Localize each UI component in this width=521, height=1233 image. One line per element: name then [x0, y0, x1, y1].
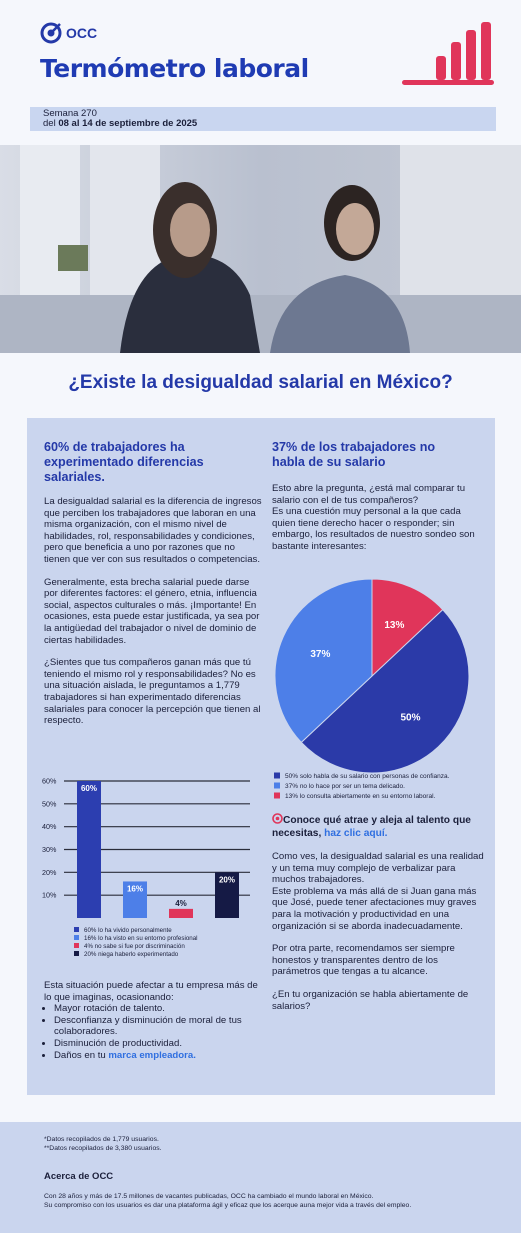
- legend-label: 4% no sabe si fue por discriminación: [84, 943, 185, 950]
- photo: [0, 145, 521, 353]
- pie-slice: [371, 578, 444, 678]
- y-tick-label: 60%: [42, 777, 57, 786]
- pie-value-label: 50%: [401, 713, 421, 724]
- legend-swatch: [274, 782, 280, 789]
- bar-value-label: 20%: [219, 875, 235, 884]
- pie-slice: [274, 578, 373, 744]
- bar: [215, 872, 239, 918]
- legend-label: 37% no lo hace por ser un tema delicado.: [285, 783, 405, 790]
- legend-swatch: [274, 792, 280, 799]
- bar-chart: 10% 20% 30% 40% 50% 60% 60% 16% 4% 20% 60% lo ha v…: [42, 777, 250, 958]
- y-tick-label: 40%: [42, 822, 57, 831]
- right-intro: Esto abre la pregunta, ¿está mal compara…: [272, 483, 484, 553]
- legend-swatch: [74, 935, 79, 940]
- cta-text: Conoce qué atrae y aleja al talento que …: [272, 815, 471, 839]
- about-title: Acerca de OCC: [44, 1171, 114, 1182]
- header-icon: [402, 22, 494, 85]
- paragraph: ¿Sientes que tus compañeros ganan más qu…: [44, 657, 261, 727]
- legend-swatch: [74, 927, 79, 932]
- footer: [0, 1122, 521, 1233]
- paragraph: Como ves, la desigualdad salarial es una…: [272, 851, 484, 886]
- pie-chart: 50% 37% 13% 50% solo habla de su salario co…: [274, 578, 470, 800]
- week: Semana 270: [43, 108, 97, 119]
- bar-value-label: 60%: [81, 784, 97, 793]
- legend-swatch: [74, 943, 79, 948]
- bar: [123, 881, 147, 918]
- paragraph: La desigualdad salarial es la diferencia…: [44, 496, 262, 565]
- legend-swatch: [74, 951, 79, 956]
- bar-value-label: 4%: [175, 899, 187, 908]
- bullet-text: Daños en tu: [54, 1049, 109, 1061]
- right-text: Como ves, la desigualdad salarial es una…: [272, 851, 484, 1012]
- bullet-list: Mayor rotación de talento. Desconfianza …: [44, 1003, 264, 1061]
- note: **Datos recopilados de 3,380 usuarios.: [44, 1145, 162, 1152]
- paragraph: Esto abre la pregunta, ¿está mal compara…: [272, 483, 466, 506]
- y-tick-label: 30%: [42, 845, 57, 854]
- headline: ¿Existe la desigualdad salarial en Méxic…: [68, 372, 453, 393]
- y-tick-label: 20%: [42, 868, 57, 877]
- bullet: Daños en tu marca empleadora.: [54, 1050, 264, 1062]
- date: del 08 al 14 de septiembre de 2025: [43, 119, 197, 129]
- pie-slice: [300, 608, 470, 774]
- paragraph: Este problema va más allá de si Juan gan…: [272, 885, 477, 932]
- left-closing: Esta situación puede afectar a tu empres…: [44, 980, 264, 1061]
- paragraph: Por otra parte, recomendamos ser siempre…: [272, 943, 455, 978]
- legend-label: 50% solo habla de su salario con persona…: [285, 773, 450, 780]
- right-heading: 37% de los trabajadores no habla de su s…: [272, 440, 436, 469]
- about-text: Con 28 años y más de 17.5 millones de va…: [44, 1192, 504, 1210]
- footer-notes: *Datos recopilados de 1,779 usuarios. **…: [44, 1135, 162, 1153]
- legend-label: 16% lo ha visto en su entorno profesiona…: [84, 935, 198, 942]
- target-icon: [272, 813, 283, 824]
- date-range: 08 al 14 de septiembre de 2025: [58, 118, 198, 129]
- bullet: Desconfianza y disminución de moral de t…: [54, 1015, 264, 1038]
- note: *Datos recopilados de 1,779 usuarios.: [44, 1136, 159, 1143]
- paragraph: Esta situación puede afectar a tu empres…: [44, 980, 258, 1003]
- cta: Conoce qué atrae y aleja al talento que …: [272, 813, 482, 840]
- pie-value-label: 13%: [384, 620, 404, 631]
- week-band: [30, 107, 496, 131]
- bullet: Mayor rotación de talento.: [54, 1003, 264, 1015]
- bar: [77, 781, 101, 918]
- legend-label: 20% niega haberlo experimentado: [84, 951, 179, 958]
- bullet: Disminución de productividad.: [54, 1038, 264, 1050]
- paragraph: ¿En tu organización se habla abiertament…: [272, 988, 469, 1012]
- bar: [169, 908, 193, 918]
- page-title: Termómetro laboral: [40, 54, 309, 83]
- brand: OCC: [66, 25, 98, 41]
- y-tick-label: 10%: [42, 891, 57, 900]
- legend-label: 13% lo consulta abiertamente en su entor…: [285, 793, 436, 800]
- paragraph: Generalmente, esta brecha salarial puede…: [44, 576, 260, 646]
- about-line: Su compromiso con los usuarios es dar un…: [44, 1202, 412, 1209]
- about-line: Con 28 años y más de 17.5 millones de va…: [44, 1193, 374, 1200]
- y-tick-label: 50%: [42, 799, 57, 808]
- logo-icon: [40, 22, 62, 44]
- left-text: La desigualdad salarial es la diferencia…: [44, 496, 262, 727]
- paragraph: Es una cuestión muy personal a la que ca…: [272, 506, 475, 552]
- bar-value-label: 16%: [127, 884, 143, 893]
- legend-swatch: [274, 772, 280, 779]
- left-heading: 60% de trabajadores ha experimentado dif…: [44, 440, 204, 484]
- date-prefix: del: [43, 118, 59, 129]
- cta-link[interactable]: haz clic aquí.: [324, 827, 388, 839]
- pie-value-label: 37%: [310, 649, 330, 660]
- legend-label: 60% lo ha vivido personalmente: [84, 927, 172, 934]
- brand-link[interactable]: marca empleadora.: [108, 1049, 196, 1061]
